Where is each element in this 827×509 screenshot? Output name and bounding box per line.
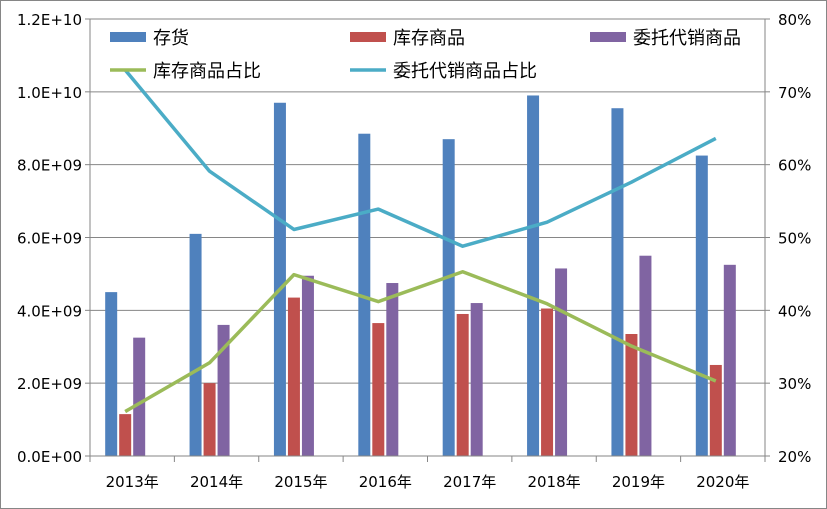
y-right-tick-label: 70% — [778, 84, 811, 102]
y-right-tick-label: 30% — [778, 375, 811, 393]
bar-0-1 — [189, 233, 202, 456]
bar-0-5 — [527, 95, 540, 456]
y-right-tick-label: 60% — [778, 157, 811, 175]
y-left-tick-label: 1.0E+10 — [17, 84, 82, 102]
bar-1-6 — [625, 334, 638, 456]
y-left-tick-label: 4.0E+09 — [17, 302, 82, 320]
legend-label-0: 存货 — [153, 28, 189, 49]
bar-1-3 — [372, 323, 385, 456]
bar-0-0 — [105, 292, 118, 456]
bar-2-5 — [555, 268, 568, 456]
y-left-tick-label: 6.0E+09 — [17, 230, 82, 248]
line-series-1 — [123, 68, 717, 248]
bar-1-0 — [119, 414, 132, 456]
y-left-tick-label: 8.0E+09 — [17, 157, 82, 175]
bar-0-4 — [442, 139, 455, 457]
y-left-tick-label: 2.0E+09 — [17, 375, 82, 393]
x-tick-label: 2016年 — [359, 473, 412, 491]
bar-2-1 — [217, 324, 230, 456]
bar-2-3 — [386, 283, 399, 456]
bar-1-5 — [541, 308, 554, 456]
y-right-tick-label: 80% — [778, 11, 811, 29]
bar-1-2 — [287, 297, 300, 456]
bar-2-4 — [470, 303, 483, 456]
bar-2-2 — [301, 275, 314, 456]
bar-0-7 — [695, 155, 708, 456]
legend-label-3: 库存商品占比 — [153, 61, 261, 82]
legend-label-1: 库存商品 — [393, 28, 465, 49]
legend-label-4: 委托代销商品占比 — [393, 61, 537, 82]
bar-1-7 — [709, 364, 722, 456]
bar-0-2 — [273, 102, 286, 456]
y-left-tick-label: 1.2E+10 — [17, 11, 82, 29]
x-tick-label: 2014年 — [190, 473, 243, 491]
legend-swatch-0 — [110, 32, 146, 42]
x-tick-label: 2018年 — [527, 473, 580, 491]
line-series-0 — [124, 269, 717, 414]
legend-swatch-2 — [590, 32, 626, 42]
legend-swatch-1 — [350, 32, 386, 42]
bar-1-4 — [456, 313, 469, 456]
bar-2-7 — [723, 264, 736, 456]
x-tick-label: 2020年 — [696, 473, 749, 491]
x-tick-label: 2017年 — [443, 473, 496, 491]
bar-0-6 — [611, 108, 624, 457]
bar-2-6 — [639, 255, 652, 456]
legend-label-2: 委托代销商品 — [633, 28, 741, 49]
y-right-tick-label: 20% — [778, 448, 811, 466]
y-right-tick-label: 50% — [778, 230, 811, 248]
bar-2-0 — [133, 337, 146, 456]
x-tick-label: 2015年 — [274, 473, 327, 491]
y-right-tick-label: 40% — [778, 302, 811, 320]
y-left-tick-label: 0.0E+00 — [17, 448, 82, 466]
bar-1-1 — [203, 383, 216, 456]
x-tick-label: 2019年 — [612, 473, 665, 491]
x-tick-label: 2013年 — [106, 473, 159, 491]
